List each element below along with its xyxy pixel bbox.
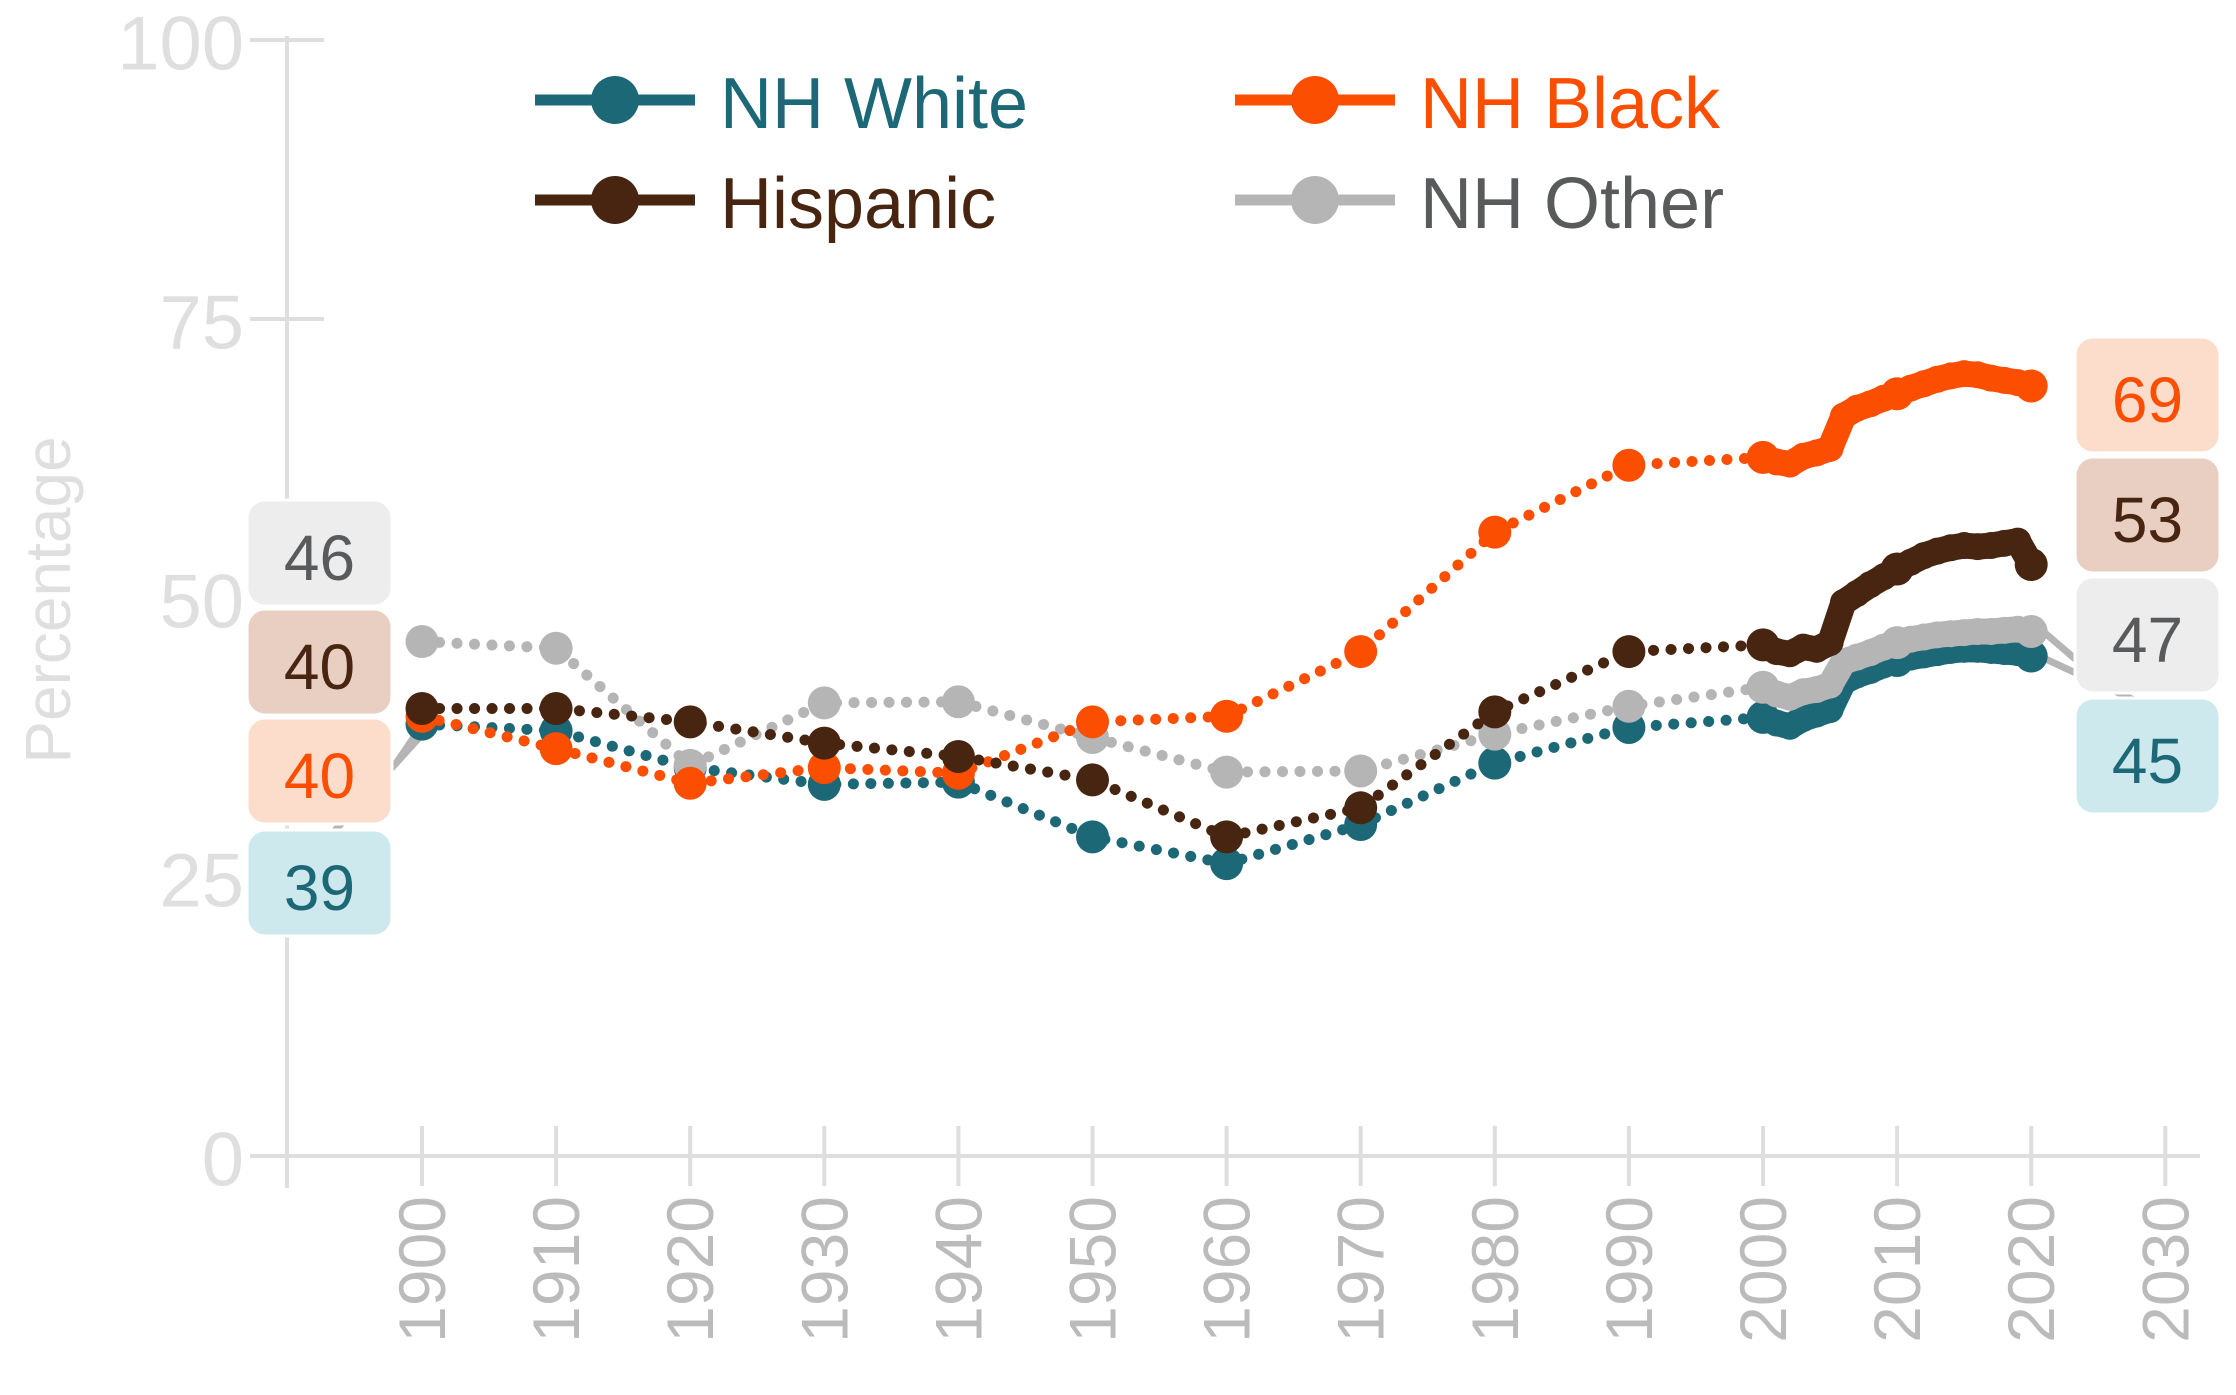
start-label-nh-black-value: 40	[284, 740, 355, 812]
legend-label-nh-white: NH White	[720, 64, 1028, 144]
decade-point-nh-other	[405, 625, 439, 659]
y-axis-tick-label: 50	[159, 560, 244, 645]
legend-item-nh-other: NH Other	[1235, 164, 1724, 244]
decade-point-hispanic	[2014, 548, 2048, 582]
end-label-hispanic-value: 53	[2112, 484, 2183, 556]
decade-point-nh-other	[1210, 755, 1244, 789]
y-axis-tick-label: 100	[117, 2, 244, 87]
legend: NH White NH Black Hispanic NH Other	[535, 64, 1724, 244]
decade-point-hispanic	[673, 705, 707, 739]
decade-point-hispanic	[405, 691, 439, 725]
decade-point-hispanic	[1344, 791, 1378, 825]
start-label-hispanic-value: 40	[284, 631, 355, 703]
end-label-nh-other-value: 47	[2112, 604, 2183, 676]
x-axis-tick-label: 1920	[653, 1196, 727, 1343]
x-axis-tick-label: 1980	[1458, 1196, 1532, 1343]
legend-label-nh-black: NH Black	[1420, 64, 1721, 144]
decade-point-hispanic	[807, 726, 841, 760]
legend-marker-hispanic	[591, 176, 639, 224]
legend-label-nh-other: NH Other	[1420, 164, 1724, 244]
decade-point-nh-white	[2014, 639, 2048, 673]
start-label-nh-black-box	[245, 716, 394, 826]
decade-point-nh-black	[1344, 635, 1378, 669]
decade-point-nh-white	[1478, 746, 1512, 780]
dotted-line-hispanic	[416, 639, 1769, 843]
x-axis-tick-label: 1900	[385, 1196, 459, 1343]
legend-item-nh-white: NH White	[535, 64, 1028, 144]
decade-point-nh-black	[673, 766, 707, 800]
decade-point-nh-white	[1076, 820, 1109, 854]
start-label-nh-white-value: 39	[284, 852, 355, 924]
decade-point-nh-black	[2014, 369, 2048, 403]
decade-point-hispanic	[1478, 695, 1512, 729]
end-label-nh-white-box	[2073, 696, 2222, 816]
data-series	[405, 360, 2048, 881]
decade-point-nh-other	[1612, 689, 1646, 723]
value-label-boxes: 46 40 40 39 69 53 47 45	[245, 335, 2222, 938]
x-axis-tick-label: 2000	[1726, 1196, 1800, 1343]
legend-item-nh-black: NH Black	[1235, 64, 1721, 144]
decade-point-nh-black	[1210, 699, 1244, 733]
series-hispanic	[405, 527, 2048, 854]
y-axis-tick-label: 25	[159, 839, 244, 924]
decade-point-nh-other	[807, 686, 841, 720]
end-label-nh-other-box	[2073, 575, 2222, 695]
legend-marker-nh-black	[1291, 76, 1339, 124]
end-label-hispanic-box	[2073, 455, 2222, 575]
y-axis-title: Percentage	[12, 436, 84, 763]
x-axis-tick-label: 1990	[1592, 1196, 1666, 1343]
y-axis-tick-label: 0	[202, 1118, 244, 1203]
annual-point-nh-white	[1816, 696, 1844, 724]
decade-point-nh-black	[1076, 705, 1109, 739]
x-axis-tick-label: 1930	[787, 1196, 861, 1343]
decade-point-nh-black	[1612, 448, 1646, 482]
y-axis-tick-label: 75	[159, 281, 244, 366]
annual-point-nh-black	[1816, 434, 1844, 462]
start-label-hispanic-box	[245, 607, 394, 717]
decade-point-nh-black	[1478, 515, 1512, 549]
x-axis-tick-label: 2010	[1860, 1196, 1934, 1343]
legend-item-hispanic: Hispanic	[535, 164, 996, 244]
x-axis-tick-label: 2020	[1994, 1196, 2068, 1343]
dotted-line-nh-black	[416, 451, 1769, 789]
decade-point-nh-other	[941, 685, 975, 719]
decade-point-nh-black	[539, 732, 573, 766]
decade-point-hispanic	[1612, 635, 1646, 669]
x-axis-tick-label: 1940	[921, 1196, 995, 1343]
decade-point-nh-other	[2014, 614, 2048, 648]
decade-point-nh-white	[1210, 847, 1244, 881]
legend-label-hispanic: Hispanic	[720, 164, 996, 244]
annual-point-hispanic	[1816, 629, 1844, 657]
decade-point-hispanic	[1210, 820, 1244, 854]
end-label-nh-white-value: 45	[2112, 725, 2183, 797]
x-axis-tick-label: 2030	[2128, 1196, 2202, 1343]
axes: 0 25 50 75 100 Percentage 1900 1910 1920 1930 1940…	[12, 2, 2202, 1343]
x-axis-tick-label: 1960	[1190, 1196, 1264, 1343]
decade-point-nh-other	[539, 631, 573, 665]
end-label-nh-black-box	[2073, 335, 2222, 455]
end-label-nh-black-value: 69	[2112, 364, 2183, 436]
decade-point-nh-black	[807, 751, 841, 785]
start-label-nh-other-box	[245, 498, 394, 608]
start-label-nh-other-value: 46	[284, 522, 355, 594]
annual-point-nh-other	[1816, 671, 1844, 699]
decade-point-nh-other	[1344, 754, 1378, 788]
annual-point-hispanic	[2004, 527, 2032, 555]
x-axis-tick-label: 1970	[1324, 1196, 1398, 1343]
decade-point-hispanic	[941, 739, 975, 773]
decade-point-hispanic	[1076, 763, 1109, 797]
decade-point-hispanic	[539, 691, 573, 725]
start-label-nh-white-box	[245, 828, 394, 938]
x-axis-tick-label: 1950	[1056, 1196, 1130, 1343]
legend-marker-nh-white	[591, 76, 639, 124]
x-axis-tick-label: 1910	[519, 1196, 593, 1343]
legend-marker-nh-other	[1291, 176, 1339, 224]
